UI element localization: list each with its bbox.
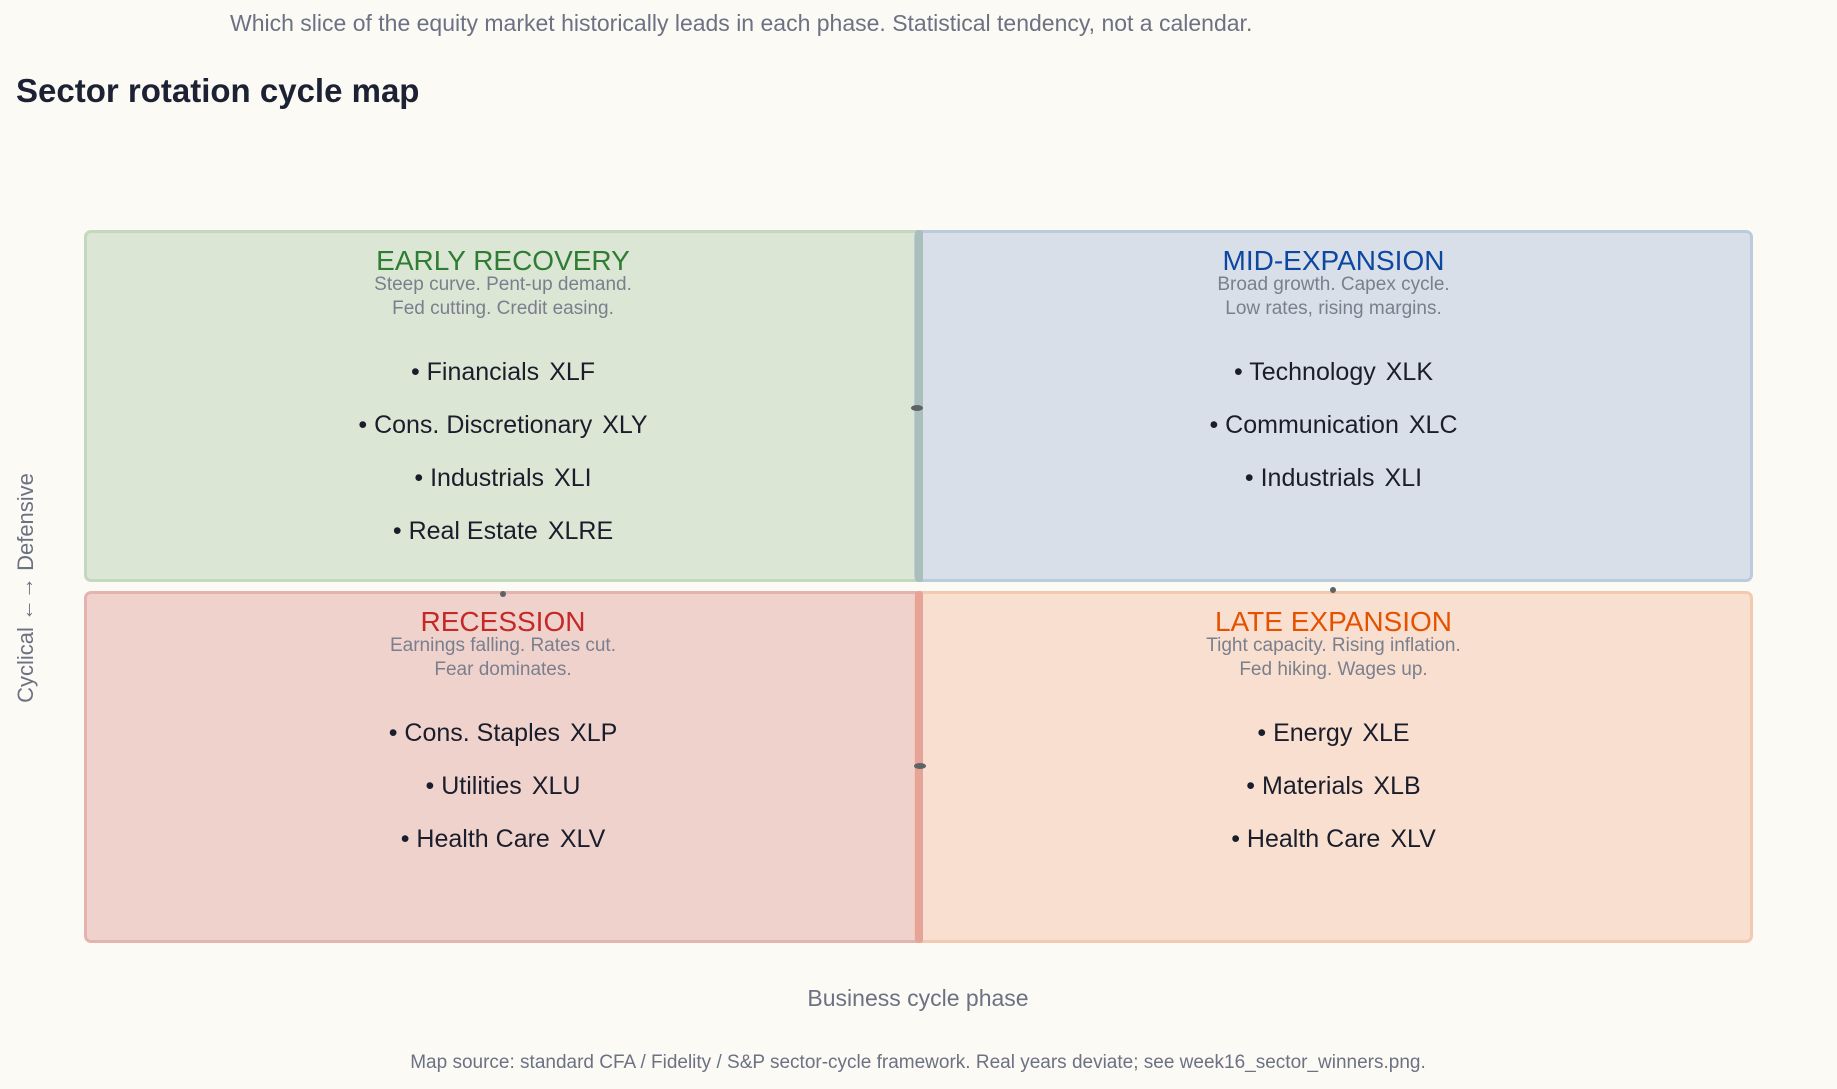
connector-dot xyxy=(914,763,926,769)
sector-item: • Health Care XLV xyxy=(917,824,1750,877)
page-title: Sector rotation cycle map xyxy=(16,72,420,109)
sector-label: • Energy xyxy=(1257,719,1353,747)
sector-label: • Technology xyxy=(1234,358,1376,386)
description-line: Fed hiking. Wages up. xyxy=(1239,659,1428,680)
sector-ticker: XLB xyxy=(1373,772,1421,800)
sector-ticker: XLF xyxy=(549,358,596,386)
sector-label: • Industrials xyxy=(1244,464,1375,492)
sector-label: • Communication xyxy=(1209,411,1399,439)
y-axis-label: Cyclical ←→ Defensive xyxy=(13,473,38,703)
sector-ticker: XLV xyxy=(559,825,606,853)
description-line: Broad growth. Capex cycle. xyxy=(1217,274,1450,295)
quadrant-mid-expansion: MID-EXPANSION Broad growth. Capex cycle.… xyxy=(914,230,1753,582)
connector-dot xyxy=(500,591,506,597)
sector-item: • Cons. Discretionary XLY xyxy=(87,410,919,463)
description-line: Tight capacity. Rising inflation. xyxy=(1206,635,1461,656)
quadrant-early-recovery: EARLY RECOVERY Steep curve. Pent-up dema… xyxy=(84,230,922,582)
sector-label: • Cons. Discretionary xyxy=(358,411,593,439)
description-line: Steep curve. Pent-up demand. xyxy=(374,274,632,295)
sector-label: • Financials xyxy=(410,358,540,386)
map-subtitle: Which slice of the equity market histori… xyxy=(230,10,1253,36)
sector-list: • Energy XLE • Materials XLB • Health Care… xyxy=(917,718,1750,877)
sector-label: • Real Estate xyxy=(392,517,538,545)
sector-item: • Health Care XLV xyxy=(87,824,919,877)
quadrant-recession: RECESSION Earnings falling. Rates cut. F… xyxy=(84,591,922,943)
quadrant-description: Earnings falling. Rates cut. Fear domina… xyxy=(87,634,919,682)
sector-ticker: XLRE xyxy=(547,517,614,545)
sector-label: • Utilities xyxy=(425,772,522,800)
sector-item: • Real Estate XLRE xyxy=(87,516,919,569)
sector-ticker: XLE xyxy=(1362,719,1410,747)
sector-ticker: XLY xyxy=(602,411,648,439)
quadrant-title: RECESSION xyxy=(420,606,586,637)
quadrant-description: Tight capacity. Rising inflation. Fed hi… xyxy=(917,634,1750,682)
sector-item: • Industrials XLI xyxy=(87,463,919,516)
sector-item: • Cons. Staples XLP xyxy=(87,718,919,771)
description-line: Fear dominates. xyxy=(434,659,572,680)
sector-list: • Cons. Staples XLP • Utilities XLU • Heal… xyxy=(87,718,919,877)
sector-ticker: XLV xyxy=(1390,825,1436,853)
sector-item: • Technology XLK xyxy=(917,357,1750,410)
sector-item: • Utilities XLU xyxy=(87,771,919,824)
sector-item: • Materials XLB xyxy=(917,771,1750,824)
connector-dot xyxy=(1330,587,1336,593)
sector-list: • Financials XLF • Cons. Discretionary XLY… xyxy=(87,357,919,569)
sector-list: • Technology XLK • Communication XLC • Ind… xyxy=(917,357,1750,516)
quadrant-description: Broad growth. Capex cycle. Low rates, ri… xyxy=(917,273,1750,321)
x-axis-label: Business cycle phase xyxy=(807,985,1029,1011)
quadrant-late-expansion: LATE EXPANSION Tight capacity. Rising in… xyxy=(914,591,1753,943)
sector-ticker: XLK xyxy=(1385,358,1433,386)
sector-label: • Cons. Staples xyxy=(388,719,561,747)
sector-item: • Financials XLF xyxy=(87,357,919,410)
sector-label: • Health Care xyxy=(400,825,550,853)
quadrant-description: Steep curve. Pent-up demand. Fed cutting… xyxy=(87,273,919,321)
sector-label: • Industrials xyxy=(414,464,545,492)
description-line: Low rates, rising margins. xyxy=(1225,298,1442,319)
sector-item: • Energy XLE xyxy=(917,718,1750,771)
quadrant-title: LATE EXPANSION xyxy=(1214,606,1453,637)
sector-ticker: XLI xyxy=(554,464,592,492)
source-footnote: Map source: standard CFA / Fidelity / S&… xyxy=(410,1052,1426,1073)
sector-ticker: XLU xyxy=(531,772,581,800)
description-line: Earnings falling. Rates cut. xyxy=(389,635,616,656)
sector-label: • Health Care xyxy=(1231,825,1381,853)
quadrant-title: MID-EXPANSION xyxy=(1222,245,1445,276)
sector-item: • Industrials XLI xyxy=(917,463,1750,516)
sector-ticker: XLP xyxy=(570,719,618,747)
connector-dot xyxy=(911,405,923,411)
description-line: Fed cutting. Credit easing. xyxy=(392,298,614,319)
sector-ticker: XLI xyxy=(1384,464,1423,492)
quadrant-title: EARLY RECOVERY xyxy=(376,245,630,276)
sector-ticker: XLC xyxy=(1408,411,1458,439)
sector-item: • Communication XLC xyxy=(917,410,1750,463)
sector-label: • Materials xyxy=(1246,772,1364,800)
